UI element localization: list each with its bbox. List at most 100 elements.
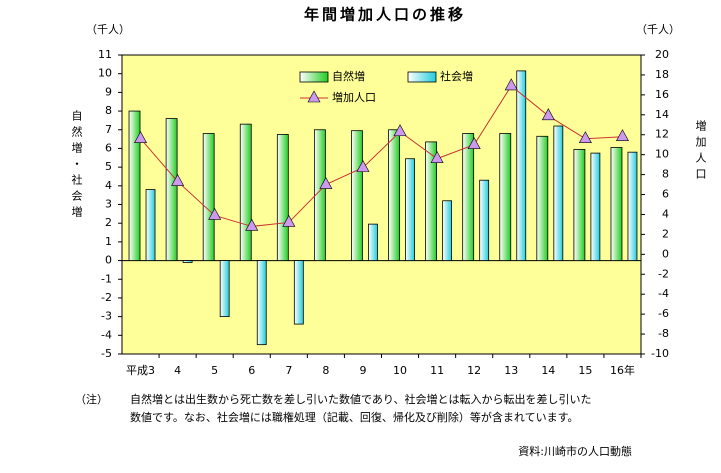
bar: [182, 260, 193, 263]
x-tick-label: 8: [322, 364, 329, 377]
y-unit: （千人）: [86, 23, 130, 36]
x-tick-label: 4: [174, 364, 181, 377]
x-tick-label: 11: [430, 364, 444, 377]
y-tick-label: 5: [105, 160, 112, 173]
x-tick-label: 6: [248, 364, 255, 377]
bar: [627, 151, 638, 261]
y2-tick-label: -4: [658, 287, 669, 300]
y2-tick-label: 8: [662, 168, 669, 181]
bar: [276, 134, 289, 261]
marker: [578, 131, 592, 144]
line: [140, 85, 623, 227]
legend-label: 社会増: [440, 69, 473, 83]
legend-swatch: [407, 71, 437, 83]
y-tick-label: 0: [105, 254, 112, 267]
x-tick-label: 9: [359, 364, 366, 377]
y-tick-label: 1: [105, 235, 112, 248]
y2-tick-label: -2: [658, 267, 669, 280]
y2-tick-label: 14: [655, 108, 669, 121]
y2-axis-title: 増加人口: [694, 120, 707, 184]
bar: [239, 123, 252, 261]
y2-tick-label: 0: [662, 247, 669, 260]
x-tick-label: 14: [541, 364, 555, 377]
bar: [405, 158, 415, 261]
bar: [425, 141, 438, 261]
y2-tick-label: -6: [658, 307, 669, 320]
y2-tick-label: -8: [658, 327, 669, 340]
y-axis-title: 自然増・社会増: [70, 110, 83, 222]
y2-tick-label: 10: [655, 148, 669, 161]
x-tick-label: 15: [578, 364, 592, 377]
y2-unit: （千人）: [636, 23, 680, 36]
y-tick-label: -1: [101, 272, 112, 285]
y-tick-label: 10: [98, 67, 112, 80]
y-tick-label: 2: [105, 216, 112, 229]
marker: [319, 176, 333, 189]
x-tick-label: 16年: [610, 363, 635, 377]
y2-tick-label: 4: [662, 207, 669, 220]
bar: [219, 260, 230, 318]
y2-tick-label: 20: [655, 48, 669, 61]
bar: [462, 133, 475, 261]
marker: [171, 173, 185, 186]
y-tick-label: -2: [101, 291, 112, 304]
y-tick-label: 3: [105, 198, 112, 211]
marker: [134, 131, 148, 144]
x-tick-label: 平成3: [126, 364, 155, 377]
note-line: 自然増とは出生数から死亡数を差し引いた数値であり、社会増とは転入から転出を差し引…: [130, 392, 591, 406]
marker: [541, 108, 555, 121]
bar: [553, 125, 564, 261]
y2-tick-label: 2: [662, 227, 669, 240]
bar: [499, 133, 512, 261]
legend-label: 自然増: [332, 69, 365, 83]
y-tick-label: 11: [98, 48, 112, 61]
legend-swatch: [299, 71, 329, 83]
y-tick-label: 9: [105, 85, 112, 98]
y2-tick-label: 6: [662, 188, 669, 201]
bar: [610, 147, 623, 261]
y-tick-label: -3: [101, 310, 112, 323]
x-tick-label: 13: [504, 364, 518, 377]
x-tick-label: 12: [467, 364, 481, 377]
legend-label: 増加人口: [332, 91, 376, 104]
marker: [356, 159, 370, 172]
y2-tick-label: 12: [655, 128, 669, 141]
bar: [573, 148, 586, 261]
x-tick-label: 7: [285, 364, 292, 377]
bar: [536, 135, 549, 261]
marker: [504, 78, 518, 91]
bar: [368, 223, 378, 261]
bar: [293, 260, 304, 325]
marker: [393, 124, 407, 137]
bar: [388, 129, 400, 261]
bar: [256, 260, 267, 346]
source: 資料:川崎市の人口動態: [518, 444, 632, 458]
bar: [516, 70, 527, 261]
y2-tick-label: -10: [651, 347, 669, 360]
x-tick-label: 10: [393, 364, 407, 377]
y2-tick-label: 18: [655, 68, 669, 81]
y2-tick-label: 16: [655, 88, 669, 101]
bar: [479, 179, 490, 261]
marker: [208, 207, 222, 220]
marker: [282, 214, 296, 227]
chart-title: 年間増加人口の推移: [304, 6, 466, 24]
note-line: 数値です。なお、社会増には職権処理（記載、回復、帰化及び削除）等が含まれています…: [130, 410, 578, 424]
y-tick-label: 8: [105, 104, 112, 117]
marker: [430, 151, 444, 163]
y-tick-label: 4: [105, 179, 112, 192]
legend-swatch: [307, 90, 321, 103]
y-tick-label: 6: [105, 141, 112, 154]
note-label: （注）: [75, 392, 108, 406]
bar: [590, 152, 601, 261]
bar: [313, 129, 326, 261]
marker: [615, 129, 629, 142]
marker: [245, 218, 259, 231]
bar: [442, 200, 453, 261]
y-tick-label: 7: [105, 123, 112, 136]
marker: [467, 137, 481, 149]
bar: [145, 189, 156, 261]
y-tick-label: -5: [101, 347, 112, 360]
bar: [351, 130, 363, 261]
